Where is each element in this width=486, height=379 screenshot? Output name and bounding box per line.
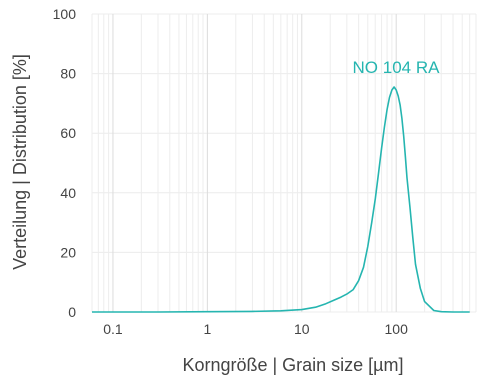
y-tick-label: 40 — [60, 185, 76, 201]
y-tick-label: 0 — [68, 304, 76, 320]
x-tick-label: 10 — [294, 321, 310, 337]
x-axis-title: Korngröße | Grain size [µm] — [182, 355, 403, 375]
x-tick-label: 0.1 — [103, 321, 123, 337]
y-tick-label: 80 — [60, 66, 76, 82]
grid — [91, 13, 477, 313]
series-label: NO 104 RA — [353, 58, 441, 77]
y-tick-label: 100 — [53, 6, 77, 22]
y-tick-label: 60 — [60, 125, 76, 141]
series-layer — [92, 86, 470, 313]
tick-labels: 0.1 1 10 100 0 20 40 60 80 100 — [53, 6, 408, 337]
x-tick-label: 100 — [385, 321, 409, 337]
x-tick-label: 1 — [203, 321, 211, 337]
y-tick-label: 20 — [60, 244, 76, 260]
series-line — [92, 86, 470, 313]
y-axis-title: Verteilung | Distribution [%] — [10, 54, 30, 270]
